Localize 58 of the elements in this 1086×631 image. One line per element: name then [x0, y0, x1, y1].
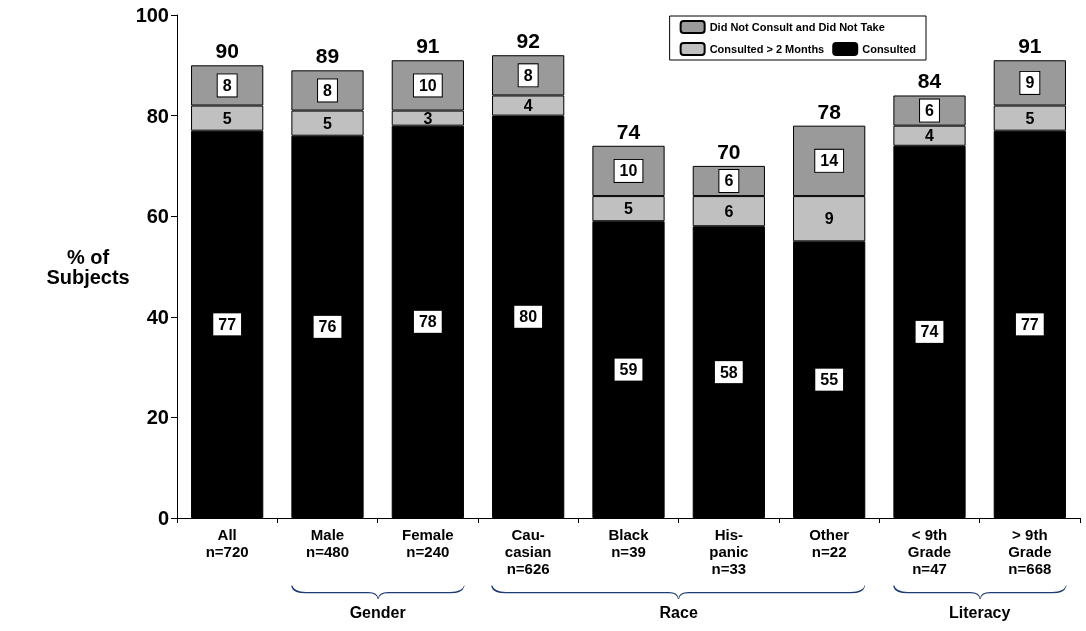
y-tick-label: 20	[146, 406, 169, 429]
data-label: 59	[619, 361, 638, 379]
data-label: 9	[824, 210, 834, 228]
x-tick-label: All n=720	[205, 526, 249, 560]
y-axis-title: % of Subjects	[46, 245, 130, 288]
data-label: 55	[820, 371, 839, 389]
legend-label: Consulted	[862, 43, 917, 55]
y-tick-label: 80	[146, 104, 169, 127]
legend-label: Consulted > 2 Months	[709, 43, 825, 55]
total-label: 92	[516, 29, 540, 53]
data-label: 6	[724, 172, 734, 190]
y-tick-label: 60	[146, 205, 169, 228]
x-tick-label: Female n=240	[401, 526, 454, 560]
x-tick-label: > 9th Grade n=668	[1008, 526, 1052, 577]
legend-label: Did Not Consult and Did Not Take	[709, 21, 885, 33]
x-tick-label: Black n=39	[608, 526, 650, 560]
x-tick-label: His- panic n=33	[709, 526, 749, 577]
data-label: 3	[423, 109, 433, 127]
data-label: 4	[523, 97, 533, 115]
total-label: 91	[416, 34, 440, 58]
y-tick-label: 40	[146, 305, 169, 328]
data-label: 80	[519, 308, 538, 326]
data-label: 5	[323, 114, 333, 132]
data-label: 5	[222, 109, 232, 127]
total-label: 78	[817, 99, 842, 123]
data-label: 14	[820, 152, 839, 170]
data-label: 8	[323, 81, 333, 99]
total-label: 89	[315, 44, 340, 68]
data-label: 5	[1025, 109, 1035, 127]
data-label: 74	[920, 323, 939, 341]
x-tick-label: Cau- casian n=626	[504, 526, 552, 577]
y-tick-label: 100	[135, 4, 169, 26]
data-label: 78	[418, 313, 437, 331]
data-label: 10	[418, 76, 437, 94]
data-label: 10	[619, 162, 638, 180]
x-tick-label: Other n=22	[809, 526, 850, 560]
text: Race	[659, 603, 698, 621]
data-label: 8	[222, 76, 232, 94]
data-label: 77	[218, 315, 237, 333]
data-label: 8	[523, 66, 533, 84]
total-label: 84	[917, 69, 942, 93]
text: Gender	[349, 603, 406, 621]
data-label: 77	[1020, 315, 1039, 333]
y-tick-label: 0	[157, 507, 169, 529]
x-tick-label: Male n=480	[306, 526, 349, 560]
data-label: 58	[719, 363, 738, 381]
total-label: 74	[616, 119, 641, 143]
total-label: 70	[717, 139, 741, 163]
data-label: 6	[925, 102, 935, 120]
data-label: 9	[1025, 74, 1035, 92]
data-label: 6	[724, 202, 734, 220]
text: Literacy	[948, 603, 1011, 621]
data-label: 4	[925, 127, 935, 145]
total-label: 90	[215, 39, 239, 63]
total-label: 91	[1018, 34, 1042, 58]
x-tick-label: < 9th Grade n=47	[907, 526, 952, 577]
data-label: 5	[624, 200, 634, 218]
data-label: 76	[318, 318, 337, 336]
